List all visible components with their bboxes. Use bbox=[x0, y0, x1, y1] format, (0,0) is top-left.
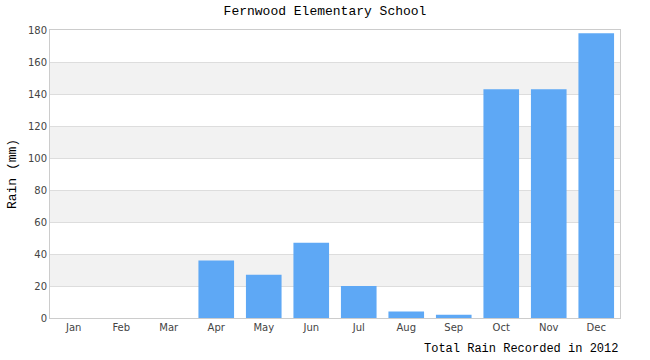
svg-text:60: 60 bbox=[34, 217, 47, 228]
svg-text:Sep: Sep bbox=[444, 322, 463, 333]
svg-text:Fernwood Elementary School: Fernwood Elementary School bbox=[224, 4, 427, 19]
svg-text:0: 0 bbox=[41, 313, 47, 324]
svg-text:Nov: Nov bbox=[539, 322, 559, 333]
svg-text:100: 100 bbox=[28, 153, 47, 164]
svg-text:Oct: Oct bbox=[493, 322, 510, 333]
svg-text:120: 120 bbox=[28, 121, 47, 132]
svg-text:140: 140 bbox=[28, 89, 47, 100]
svg-text:Total Rain Recorded in 2012: Total Rain Recorded in 2012 bbox=[424, 342, 618, 356]
svg-text:Jan: Jan bbox=[65, 322, 81, 333]
svg-text:Jul: Jul bbox=[352, 322, 365, 333]
svg-text:May: May bbox=[253, 322, 274, 333]
svg-text:Mar: Mar bbox=[159, 322, 179, 333]
svg-text:Aug: Aug bbox=[396, 322, 416, 333]
svg-text:Apr: Apr bbox=[208, 322, 226, 333]
svg-text:180: 180 bbox=[28, 25, 47, 36]
svg-text:Jun: Jun bbox=[302, 322, 319, 333]
svg-text:Feb: Feb bbox=[112, 322, 130, 333]
svg-text:20: 20 bbox=[34, 281, 47, 292]
svg-text:80: 80 bbox=[34, 185, 47, 196]
svg-text:160: 160 bbox=[28, 57, 47, 68]
svg-text:Rain (mm): Rain (mm) bbox=[5, 139, 20, 209]
svg-text:Dec: Dec bbox=[587, 322, 606, 333]
svg-text:40: 40 bbox=[34, 249, 47, 260]
